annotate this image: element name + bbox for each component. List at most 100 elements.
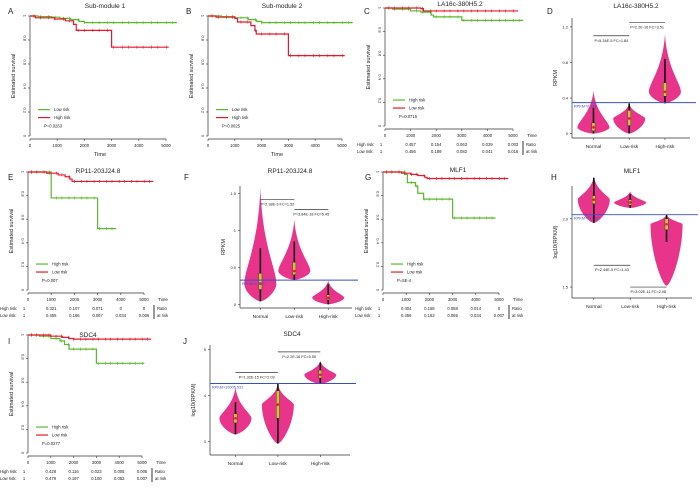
risk-value: 0.052 xyxy=(114,476,125,481)
y-tick-label: 0 xyxy=(376,289,381,292)
x-tick-label: 0 xyxy=(382,297,385,302)
km-curve-high-risk xyxy=(28,171,117,230)
risk-row-label: Low risk: xyxy=(0,313,17,318)
y-axis-label: log10(RPKM) xyxy=(553,225,559,258)
risk-value: 1 xyxy=(380,149,383,154)
x-tick-label: 4000 xyxy=(471,297,481,302)
y-tick-label: 0.6 xyxy=(21,378,26,384)
panel-letter: H xyxy=(551,173,557,182)
risk-value: 0.189 xyxy=(431,149,442,154)
risk-value: 0.428 xyxy=(46,469,57,474)
risk-value: 0.456 xyxy=(405,149,416,154)
y-tick-label: 0.4 xyxy=(21,401,26,407)
y-tick-label: 0.5 xyxy=(230,265,236,270)
risk-row-label: High risk: xyxy=(0,306,17,311)
risk-value: 0.479 xyxy=(46,476,57,481)
x-tick-label: 4000 xyxy=(483,133,493,138)
x-tick-label: 5000 xyxy=(161,143,171,148)
y-tick-label: 1 xyxy=(201,15,206,18)
risk-value: 0 xyxy=(498,306,501,311)
y-tick-label: 0 xyxy=(201,135,206,138)
km-curve-low-risk xyxy=(383,171,509,180)
median-dot xyxy=(326,296,330,299)
category-label: Normal xyxy=(586,144,601,150)
y-tick-label: 0.2 xyxy=(376,262,381,268)
risk-value: 1 xyxy=(380,142,383,147)
y-axis-label: Estimated survival xyxy=(11,54,17,99)
risk-row-label: Low risk: xyxy=(355,313,372,318)
risk-value: 0.006 xyxy=(139,313,150,318)
y-tick-label: 1 xyxy=(376,171,381,174)
y-tick-label: 1 xyxy=(23,15,28,18)
legend-label: High risk xyxy=(52,425,69,430)
y-tick-label: 0.8 xyxy=(21,191,26,197)
x-tick-label: 2000 xyxy=(432,133,442,138)
panel-title: LA16c-380H5.2 xyxy=(437,1,483,8)
panel-title: Sub-module 1 xyxy=(85,3,126,10)
risk-value: 0.100 xyxy=(91,476,102,481)
y-tick-label: 0.6 xyxy=(201,59,206,65)
panel-title: Sub-module 2 xyxy=(262,3,303,10)
risk-value: 0.071 xyxy=(92,306,103,311)
y-tick-label: 1.5 xyxy=(230,191,236,196)
risk-value: 0.197 xyxy=(68,476,79,481)
y-tick-label: 1 xyxy=(21,334,26,337)
y-tick-label: 0.2 xyxy=(23,107,28,113)
comparison-label: P=2.2E-16 FC=3.51 xyxy=(630,25,664,29)
risk-caption: Ratio xyxy=(157,306,167,311)
x-tick-label: 5000 xyxy=(137,460,147,465)
legend-label: Low risk xyxy=(232,107,248,112)
risk-row-label: High risk: xyxy=(357,142,374,147)
y-axis-label: Estimated survival xyxy=(9,372,15,417)
km-curve-high-risk xyxy=(208,15,345,57)
panel-title: MLF1 xyxy=(624,168,641,175)
x-tick-label: 4000 xyxy=(134,143,144,148)
km-curve-high-risk xyxy=(385,7,524,21)
median-dot xyxy=(665,222,668,226)
risk-value: 0.154 xyxy=(431,142,442,147)
p-value: P=0.0277 xyxy=(42,441,61,446)
panel-title: SDC4 xyxy=(283,331,301,338)
time-label: Time xyxy=(156,460,166,465)
risk-value: 0.058 xyxy=(447,306,458,311)
y-tick-label: 0 xyxy=(234,302,237,307)
y-tick-label: 0.6 xyxy=(378,51,383,57)
threshold-label: RPKM=0.348 xyxy=(574,105,597,109)
panel-letter: B xyxy=(186,7,191,16)
panel-J: J SDC4 3 4 5 log10(RPKM) Normal Low-risk High-ri… xyxy=(183,331,356,467)
y-tick-label: 1.2 xyxy=(562,24,568,29)
y-tick-label: 0.2 xyxy=(21,425,26,431)
km-curve-low-risk xyxy=(30,15,177,24)
x-tick-label: 4000 xyxy=(116,297,126,302)
x-tick-label: 3000 xyxy=(92,460,102,465)
risk-value: 0.321 xyxy=(46,306,57,311)
x-axis-label: Time xyxy=(94,152,106,158)
risk-value: 1 xyxy=(378,306,381,311)
y-tick-label: 0.4 xyxy=(21,238,26,244)
category-label: Low-risk xyxy=(621,304,639,310)
x-tick-label: 1000 xyxy=(406,133,416,138)
median-dot xyxy=(592,198,596,201)
panel-letter: D xyxy=(547,7,553,16)
x-tick-label: 1000 xyxy=(46,460,56,465)
risk-value: 0.034 xyxy=(116,313,127,318)
risk-row-label: High risk: xyxy=(355,306,372,311)
y-tick-label: 1 xyxy=(234,228,237,233)
panel-letter: G xyxy=(365,173,371,182)
risk-value: 0.457 xyxy=(405,142,416,147)
category-label: Low-risk xyxy=(285,314,303,320)
panel-letter: C xyxy=(364,7,370,16)
legend-label: High risk xyxy=(54,115,71,120)
risk-value: 1 xyxy=(378,313,381,318)
risk-value: 0.014 xyxy=(471,306,482,311)
y-tick-label: 1 xyxy=(378,7,383,10)
y-tick-label: 0 xyxy=(21,452,26,455)
x-tick-label: 4000 xyxy=(115,460,125,465)
risk-value: 1 xyxy=(23,306,26,311)
y-tick-label: 0.4 xyxy=(378,74,383,80)
legend-label: Low risk xyxy=(409,106,425,111)
x-tick-label: 1000 xyxy=(53,143,63,148)
panel-title: RP11-203J24.8 xyxy=(268,168,313,175)
comparison-label: P=2.38E-3 FC=1.52 xyxy=(260,202,294,206)
